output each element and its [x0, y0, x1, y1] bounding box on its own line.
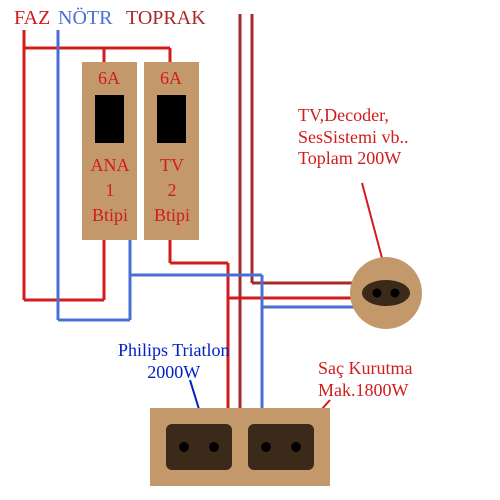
label-notr: NÖTR: [58, 6, 112, 30]
round-socket: [350, 257, 422, 329]
annotation-sac: Saç Kurutma Mak.1800W: [318, 358, 412, 401]
breaker-2: [144, 62, 199, 240]
annotation-tv-group: TV,Decoder, SesSistemi vb.. Toplam 200W: [298, 105, 409, 170]
label-toprak: TOPRAK: [126, 6, 206, 30]
double-socket: [150, 408, 330, 486]
breaker-1: [82, 62, 137, 240]
label-faz: FAZ: [14, 6, 50, 30]
annotation-triatlon: Philips Triatlon 2000W: [118, 340, 230, 383]
